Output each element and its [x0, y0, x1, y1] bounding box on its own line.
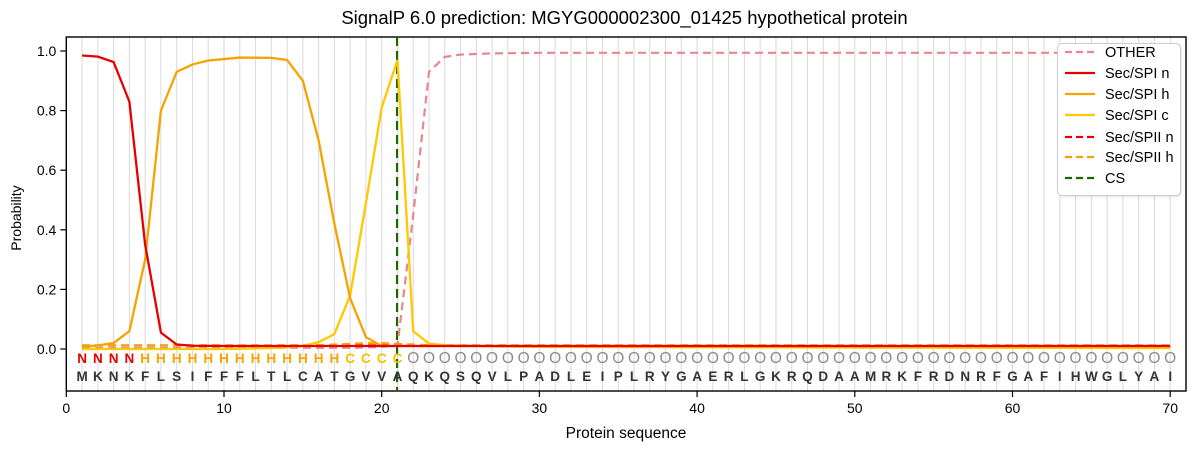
- svg-text:CS: CS: [1105, 171, 1125, 187]
- svg-text:Sec/SPI c: Sec/SPI c: [1105, 108, 1169, 124]
- svg-text:Sec/SPI n: Sec/SPI n: [1105, 66, 1169, 82]
- svg-text:Sec/SPII h: Sec/SPII h: [1105, 150, 1174, 166]
- svg-text:Sec/SPI h: Sec/SPI h: [1105, 87, 1169, 103]
- svg-text:Sec/SPII n: Sec/SPII n: [1105, 130, 1174, 146]
- svg-text:OTHER: OTHER: [1105, 45, 1156, 61]
